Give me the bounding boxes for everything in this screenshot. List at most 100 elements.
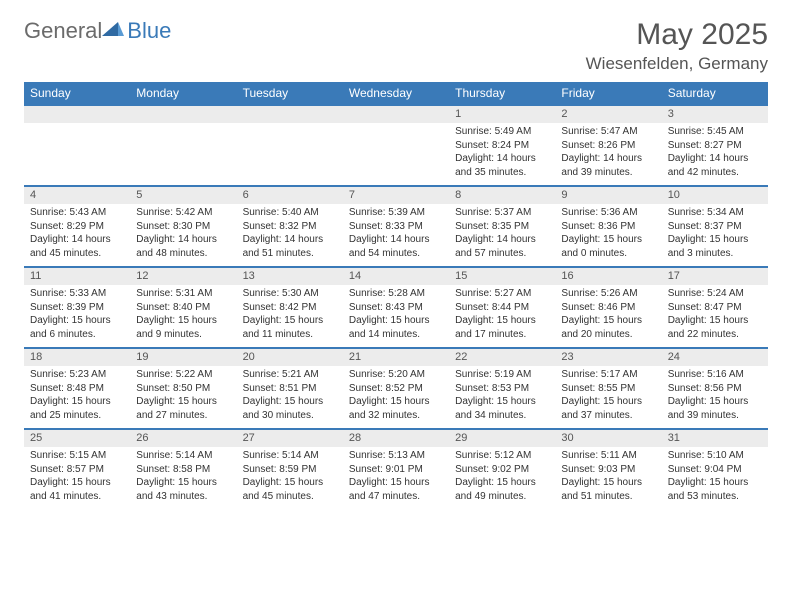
day-number: 24 xyxy=(662,349,768,366)
sunrise-text: Sunrise: 5:31 AM xyxy=(136,287,230,301)
sunrise-text: Sunrise: 5:16 AM xyxy=(668,368,762,382)
sunset-text: Sunset: 8:56 PM xyxy=(668,382,762,396)
daylight-text: Daylight: 15 hours and 45 minutes. xyxy=(243,476,337,503)
day-number: 12 xyxy=(130,268,236,285)
day-info: Sunrise: 5:34 AMSunset: 8:37 PMDaylight:… xyxy=(662,204,768,266)
sunset-text: Sunset: 8:24 PM xyxy=(455,139,549,153)
sunrise-text: Sunrise: 5:34 AM xyxy=(668,206,762,220)
daylight-text: Daylight: 15 hours and 39 minutes. xyxy=(668,395,762,422)
daylight-text: Daylight: 15 hours and 6 minutes. xyxy=(30,314,124,341)
sunrise-text: Sunrise: 5:36 AM xyxy=(561,206,655,220)
sunset-text: Sunset: 8:36 PM xyxy=(561,220,655,234)
sunset-text: Sunset: 8:37 PM xyxy=(668,220,762,234)
week-row: 25262728293031Sunrise: 5:15 AMSunset: 8:… xyxy=(24,428,768,509)
sunrise-text: Sunrise: 5:14 AM xyxy=(136,449,230,463)
sunset-text: Sunset: 8:43 PM xyxy=(349,301,443,315)
sunset-text: Sunset: 8:42 PM xyxy=(243,301,337,315)
sunrise-text: Sunrise: 5:43 AM xyxy=(30,206,124,220)
day-number: 19 xyxy=(130,349,236,366)
month-title: May 2025 xyxy=(586,18,768,52)
sunrise-text: Sunrise: 5:39 AM xyxy=(349,206,443,220)
day-info-row: Sunrise: 5:23 AMSunset: 8:48 PMDaylight:… xyxy=(24,366,768,428)
calendar: SundayMondayTuesdayWednesdayThursdayFrid… xyxy=(24,82,768,509)
day-info: Sunrise: 5:39 AMSunset: 8:33 PMDaylight:… xyxy=(343,204,449,266)
week-row: 123Sunrise: 5:49 AMSunset: 8:24 PMDaylig… xyxy=(24,104,768,185)
sunset-text: Sunset: 8:57 PM xyxy=(30,463,124,477)
daylight-text: Daylight: 14 hours and 35 minutes. xyxy=(455,152,549,179)
day-info: Sunrise: 5:15 AMSunset: 8:57 PMDaylight:… xyxy=(24,447,130,509)
day-of-week-cell: Saturday xyxy=(662,82,768,104)
sunrise-text: Sunrise: 5:22 AM xyxy=(136,368,230,382)
location: Wiesenfelden, Germany xyxy=(586,54,768,74)
day-info: Sunrise: 5:36 AMSunset: 8:36 PMDaylight:… xyxy=(555,204,661,266)
day-number-row: 25262728293031 xyxy=(24,430,768,447)
sunset-text: Sunset: 8:47 PM xyxy=(668,301,762,315)
sunrise-text: Sunrise: 5:42 AM xyxy=(136,206,230,220)
sunrise-text: Sunrise: 5:28 AM xyxy=(349,287,443,301)
day-number: 4 xyxy=(24,187,130,204)
sunrise-text: Sunrise: 5:13 AM xyxy=(349,449,443,463)
header: General Blue May 2025 Wiesenfelden, Germ… xyxy=(24,18,768,74)
daylight-text: Daylight: 14 hours and 57 minutes. xyxy=(455,233,549,260)
day-number: 23 xyxy=(555,349,661,366)
daylight-text: Daylight: 15 hours and 47 minutes. xyxy=(349,476,443,503)
day-info: Sunrise: 5:13 AMSunset: 9:01 PMDaylight:… xyxy=(343,447,449,509)
sunrise-text: Sunrise: 5:14 AM xyxy=(243,449,337,463)
sunrise-text: Sunrise: 5:33 AM xyxy=(30,287,124,301)
daylight-text: Daylight: 15 hours and 22 minutes. xyxy=(668,314,762,341)
day-number: 30 xyxy=(555,430,661,447)
sunrise-text: Sunrise: 5:15 AM xyxy=(30,449,124,463)
day-number-row: 11121314151617 xyxy=(24,268,768,285)
day-number: 28 xyxy=(343,430,449,447)
sunset-text: Sunset: 8:39 PM xyxy=(30,301,124,315)
day-number: 25 xyxy=(24,430,130,447)
sunrise-text: Sunrise: 5:21 AM xyxy=(243,368,337,382)
day-info: Sunrise: 5:14 AMSunset: 8:58 PMDaylight:… xyxy=(130,447,236,509)
daylight-text: Daylight: 14 hours and 51 minutes. xyxy=(243,233,337,260)
daylight-text: Daylight: 15 hours and 41 minutes. xyxy=(30,476,124,503)
logo-text-general: General xyxy=(24,18,102,44)
day-of-week-cell: Friday xyxy=(555,82,661,104)
sunset-text: Sunset: 8:35 PM xyxy=(455,220,549,234)
day-info: Sunrise: 5:10 AMSunset: 9:04 PMDaylight:… xyxy=(662,447,768,509)
day-info xyxy=(343,123,449,185)
day-number xyxy=(343,106,449,123)
day-info: Sunrise: 5:14 AMSunset: 8:59 PMDaylight:… xyxy=(237,447,343,509)
day-info: Sunrise: 5:33 AMSunset: 8:39 PMDaylight:… xyxy=(24,285,130,347)
day-info: Sunrise: 5:22 AMSunset: 8:50 PMDaylight:… xyxy=(130,366,236,428)
daylight-text: Daylight: 15 hours and 51 minutes. xyxy=(561,476,655,503)
day-number: 14 xyxy=(343,268,449,285)
day-number: 21 xyxy=(343,349,449,366)
week-row: 45678910Sunrise: 5:43 AMSunset: 8:29 PMD… xyxy=(24,185,768,266)
sunset-text: Sunset: 8:44 PM xyxy=(455,301,549,315)
day-info: Sunrise: 5:19 AMSunset: 8:53 PMDaylight:… xyxy=(449,366,555,428)
sunrise-text: Sunrise: 5:30 AM xyxy=(243,287,337,301)
daylight-text: Daylight: 15 hours and 14 minutes. xyxy=(349,314,443,341)
day-info xyxy=(24,123,130,185)
sunrise-text: Sunrise: 5:37 AM xyxy=(455,206,549,220)
daylight-text: Daylight: 14 hours and 45 minutes. xyxy=(30,233,124,260)
day-info-row: Sunrise: 5:15 AMSunset: 8:57 PMDaylight:… xyxy=(24,447,768,509)
day-info: Sunrise: 5:21 AMSunset: 8:51 PMDaylight:… xyxy=(237,366,343,428)
daylight-text: Daylight: 15 hours and 30 minutes. xyxy=(243,395,337,422)
day-number-row: 18192021222324 xyxy=(24,349,768,366)
day-number xyxy=(130,106,236,123)
day-info: Sunrise: 5:12 AMSunset: 9:02 PMDaylight:… xyxy=(449,447,555,509)
day-number: 1 xyxy=(449,106,555,123)
sunrise-text: Sunrise: 5:47 AM xyxy=(561,125,655,139)
day-number: 26 xyxy=(130,430,236,447)
day-number-row: 45678910 xyxy=(24,187,768,204)
daylight-text: Daylight: 15 hours and 0 minutes. xyxy=(561,233,655,260)
daylight-text: Daylight: 15 hours and 43 minutes. xyxy=(136,476,230,503)
sunrise-text: Sunrise: 5:19 AM xyxy=(455,368,549,382)
day-info: Sunrise: 5:23 AMSunset: 8:48 PMDaylight:… xyxy=(24,366,130,428)
daylight-text: Daylight: 14 hours and 54 minutes. xyxy=(349,233,443,260)
day-info: Sunrise: 5:30 AMSunset: 8:42 PMDaylight:… xyxy=(237,285,343,347)
day-info-row: Sunrise: 5:33 AMSunset: 8:39 PMDaylight:… xyxy=(24,285,768,347)
sunset-text: Sunset: 8:52 PM xyxy=(349,382,443,396)
day-info xyxy=(130,123,236,185)
daylight-text: Daylight: 15 hours and 17 minutes. xyxy=(455,314,549,341)
daylight-text: Daylight: 15 hours and 3 minutes. xyxy=(668,233,762,260)
day-info: Sunrise: 5:47 AMSunset: 8:26 PMDaylight:… xyxy=(555,123,661,185)
day-number: 16 xyxy=(555,268,661,285)
